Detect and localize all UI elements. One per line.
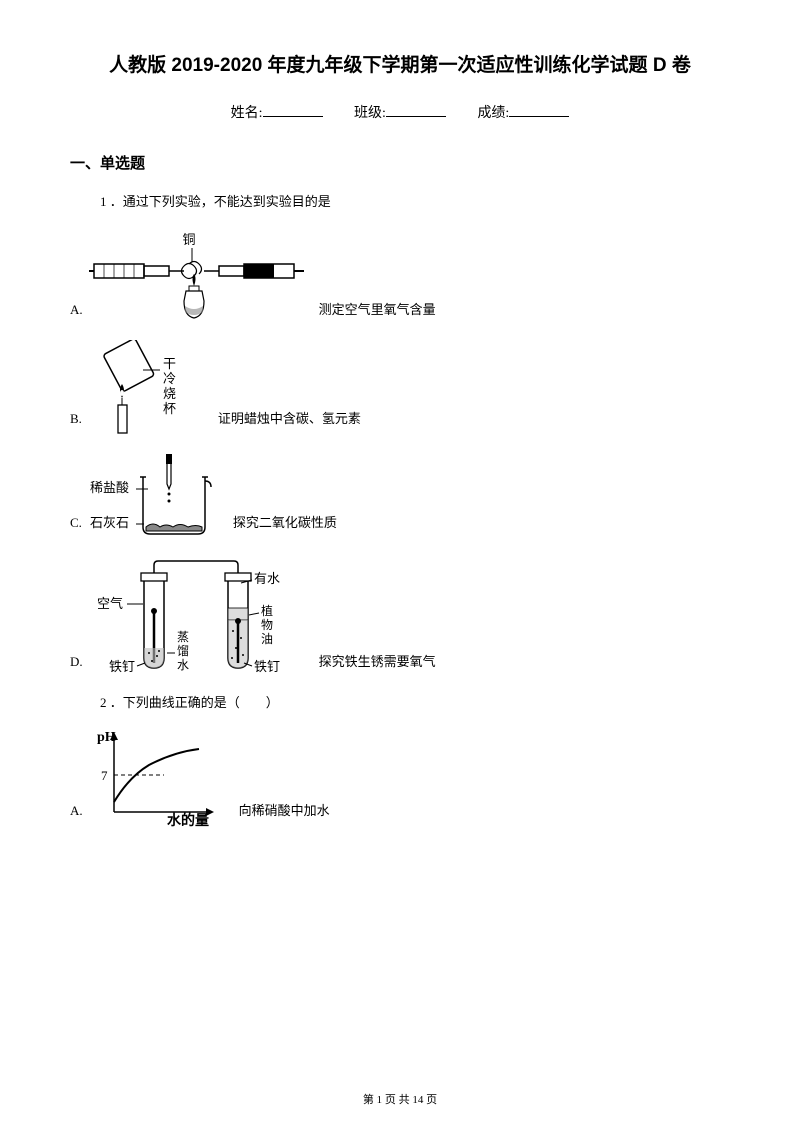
svg-text:植: 植 <box>261 603 273 618</box>
svg-text:pH: pH <box>97 730 116 745</box>
section-heading-1: 一、单选题 <box>70 152 730 173</box>
class-label: 班级: <box>354 106 386 121</box>
q1-number: 1 ． <box>100 194 123 209</box>
score-blank <box>509 103 569 117</box>
question-1: 1 ．通过下列实验，不能达到实验目的是 <box>100 191 730 210</box>
page-footer: 第 1 页 共 14 页 <box>0 1091 800 1107</box>
name-blank <box>263 103 323 117</box>
svg-text:油: 油 <box>261 632 273 646</box>
option-c-label: C. <box>70 515 82 539</box>
q2-option-a: A. pH 7 水的量 向稀硝酸中加水 <box>70 727 730 827</box>
score-label: 成绩: <box>477 106 509 121</box>
q1-optC-diagram: 稀盐酸 石灰石 <box>88 449 223 539</box>
svg-text:杯: 杯 <box>163 401 176 416</box>
svg-text:冷: 冷 <box>163 371 176 386</box>
q1-optD-diagram: 空气 铁钉 蒸 馏 水 有水 植 物 油 铁钉 <box>89 553 309 678</box>
q1-option-c: C. 稀盐酸 石灰石 探究二氧化碳性质 <box>70 449 730 539</box>
option-b-label: B. <box>70 411 82 435</box>
svg-text:空气: 空气 <box>97 596 123 611</box>
option-d-label: D. <box>70 654 83 678</box>
class-blank <box>386 103 446 117</box>
q1-optA-diagram: 铜 <box>89 226 309 326</box>
svg-text:水: 水 <box>177 658 189 672</box>
svg-text:铁钉: 铁钉 <box>254 659 280 674</box>
svg-text:7: 7 <box>101 768 108 783</box>
q2-text: 下列曲线正确的是（ ） <box>123 695 279 710</box>
page-title: 人教版 2019-2020 年度九年级下学期第一次适应性训练化学试题 D 卷 <box>70 50 730 77</box>
q2-option-a-label: A. <box>70 803 83 827</box>
svg-text:有水: 有水 <box>254 571 280 586</box>
copper-label: 铜 <box>182 232 195 247</box>
q1-optB-diagram: 干 冷 烧 杯 <box>88 340 208 435</box>
option-d-text: 探究铁生锈需要氧气 <box>319 651 436 678</box>
svg-text:烧: 烧 <box>163 386 176 401</box>
svg-text:铁钉: 铁钉 <box>109 659 135 674</box>
svg-text:蒸: 蒸 <box>177 630 189 644</box>
svg-text:稀盐酸: 稀盐酸 <box>90 480 129 495</box>
q1-option-b: B. 干 冷 烧 杯 证明蜡烛中含碳、氢元素 <box>70 340 730 435</box>
svg-text:干: 干 <box>163 356 176 371</box>
q1-text: 通过下列实验，不能达到实验目的是 <box>123 194 331 209</box>
svg-text:水的量: 水的量 <box>167 812 209 827</box>
svg-text:馏: 馏 <box>177 644 189 658</box>
question-2: 2 ．下列曲线正确的是（ ） <box>100 692 730 711</box>
q2-option-a-text: 向稀硝酸中加水 <box>239 800 330 827</box>
student-info-row: 姓名: 班级: 成绩: <box>70 102 730 122</box>
option-a-label: A. <box>70 302 83 326</box>
option-c-text: 探究二氧化碳性质 <box>233 512 337 539</box>
q2-optA-diagram: pH 7 水的量 <box>89 727 229 827</box>
svg-text:石灰石: 石灰石 <box>90 515 129 530</box>
q1-option-a: A. 铜 <box>70 226 730 326</box>
svg-text:物: 物 <box>261 618 273 632</box>
option-a-text: 测定空气里氧气含量 <box>319 299 436 326</box>
q1-option-d: D. 空气 <box>70 553 730 678</box>
name-label: 姓名: <box>231 106 263 121</box>
q2-number: 2 ． <box>100 695 123 710</box>
option-b-text: 证明蜡烛中含碳、氢元素 <box>218 408 361 435</box>
